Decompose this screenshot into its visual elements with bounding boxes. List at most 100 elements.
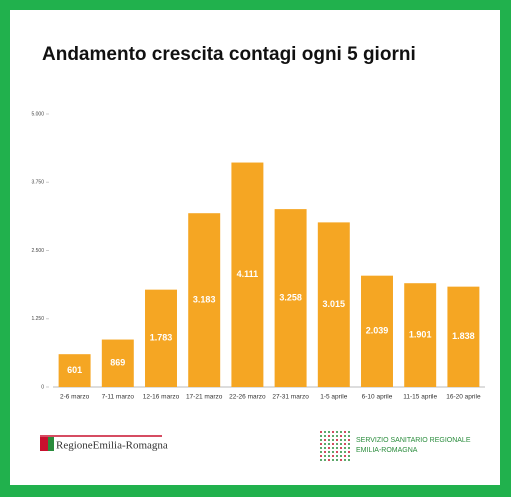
logo-dot — [328, 447, 330, 449]
logo-dot — [344, 431, 346, 433]
logo-dot — [344, 435, 346, 437]
x-tick-label: 22-26 marzo — [229, 394, 266, 401]
logo-dot — [336, 451, 338, 453]
logo-dot — [328, 451, 330, 453]
bar — [188, 213, 221, 387]
logo-dot — [336, 459, 338, 461]
logo-dot — [340, 459, 342, 461]
bar — [361, 275, 393, 387]
value-label: 2.039 — [366, 326, 389, 336]
logo-dot — [328, 435, 330, 437]
value-label: 3.258 — [279, 292, 302, 302]
x-tick-label: 17-21 marzo — [186, 394, 223, 401]
logo-dot — [328, 443, 330, 445]
logo-dot — [340, 439, 342, 441]
bar — [58, 354, 91, 387]
logo-dot — [324, 443, 326, 445]
logo-dot — [336, 443, 338, 445]
logo-dot — [336, 435, 338, 437]
logo-dot — [344, 455, 346, 457]
logo-dot — [320, 431, 322, 433]
y-tick-label: 3.750 — [31, 180, 44, 186]
logo-dot — [328, 439, 330, 441]
logo-dot — [332, 431, 334, 433]
logo-dot — [320, 435, 322, 437]
logo-dot — [348, 455, 350, 457]
logo-dot — [348, 451, 350, 453]
logo-dot — [340, 443, 342, 445]
logo-dot — [332, 443, 334, 445]
y-tick-label: 5.000 — [31, 111, 44, 117]
left-logo: RegioneEmilia-Romagna — [40, 435, 168, 452]
logo-dot — [336, 455, 338, 457]
logo-dot — [336, 431, 338, 433]
bar — [317, 222, 350, 387]
logo-dot — [344, 451, 346, 453]
value-label: 601 — [67, 365, 82, 375]
x-tick-label: 7-11 marzo — [102, 394, 135, 401]
logo-dot — [348, 443, 350, 445]
logo-dot — [332, 439, 334, 441]
logo-dot — [324, 447, 326, 449]
value-label: 4.111 — [237, 269, 259, 279]
logo-dot — [324, 459, 326, 461]
logo-dot — [332, 435, 334, 437]
logo-dot — [332, 451, 334, 453]
logo-dot — [340, 431, 342, 433]
logo-dot — [324, 439, 326, 441]
x-tick-label: 1-5 aprile — [320, 394, 347, 401]
value-label: 869 — [110, 358, 125, 368]
flag — [40, 437, 48, 451]
value-label: 1.901 — [409, 329, 432, 339]
logo-dot — [328, 431, 330, 433]
logo-dot — [320, 439, 322, 441]
logo-dot — [348, 431, 350, 433]
value-label: 1.838 — [452, 331, 475, 341]
x-tick-label: 27-31 marzo — [272, 394, 309, 401]
x-tick-label: 2-6 marzo — [60, 394, 90, 401]
logo-dot — [324, 451, 326, 453]
y-tick-label: 2.500 — [31, 248, 44, 254]
logo-dot — [324, 431, 326, 433]
logo-dot — [344, 447, 346, 449]
bar — [231, 162, 264, 387]
logo-dot — [332, 459, 334, 461]
logo-dot — [344, 459, 346, 461]
logo-dot — [320, 443, 322, 445]
logo-dot — [348, 459, 350, 461]
bar — [101, 339, 134, 387]
logo-text: RegioneEmilia-Romagna — [56, 440, 168, 452]
logo-dot — [320, 455, 322, 457]
flag — [48, 437, 54, 451]
y-tick-label: 0 — [41, 384, 44, 390]
logo-text: SERVIZIO SANITARIO REGIONALE — [356, 437, 471, 444]
bar — [447, 286, 480, 387]
logo-dot — [340, 447, 342, 449]
bar — [145, 289, 177, 387]
logo-dot — [344, 443, 346, 445]
logo-dot — [340, 455, 342, 457]
x-tick-label: 11-15 aprile — [403, 394, 437, 401]
x-tick-label: 12-16 marzo — [143, 394, 180, 401]
x-tick-label: 6-10 aprile — [362, 394, 393, 401]
logo-dot — [320, 447, 322, 449]
logo-dot — [328, 455, 330, 457]
logo-dot — [328, 459, 330, 461]
chart-title: Andamento crescita contagi ogni 5 giorni — [42, 44, 416, 65]
logo-dot — [324, 455, 326, 457]
x-tick-label: 16-20 aprile — [446, 394, 481, 401]
value-label: 3.015 — [323, 299, 346, 309]
logo-dot — [340, 435, 342, 437]
logo-dot — [344, 439, 346, 441]
logo-text: EMILIA-ROMAGNA — [356, 447, 418, 454]
logo-dot — [336, 439, 338, 441]
logo-dot — [348, 447, 350, 449]
y-tick-label: 1.250 — [31, 316, 44, 322]
logo-dot — [320, 451, 322, 453]
logo-dot — [340, 451, 342, 453]
logo-dot — [348, 435, 350, 437]
right-logo — [320, 431, 350, 461]
bar — [274, 209, 307, 387]
bar — [404, 283, 437, 387]
